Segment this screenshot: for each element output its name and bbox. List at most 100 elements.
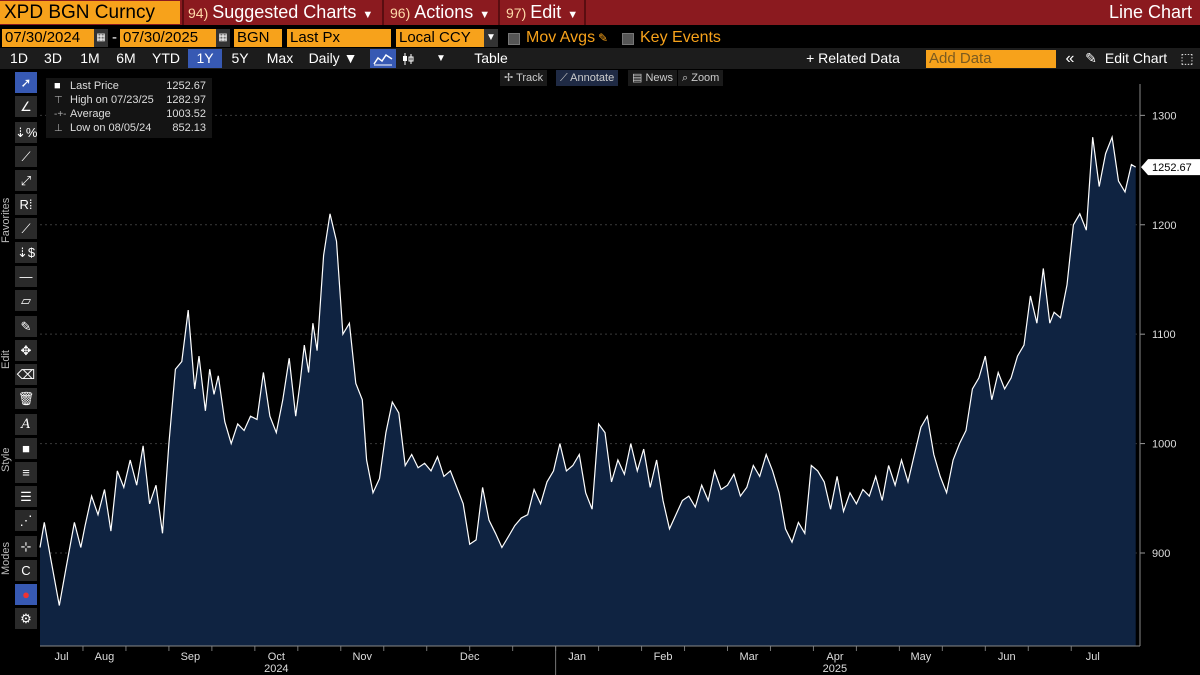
gear-icon[interactable]: ⚙ [15,608,37,629]
calendar-icon[interactable]: ▦ [94,29,108,47]
brush-icon[interactable]: ✎ [15,316,37,337]
x-tick-label: Feb [654,651,673,663]
color-swatch-icon[interactable]: ■ [15,438,37,459]
edit-chart-button[interactable]: Edit Chart [1104,50,1168,66]
chart-style-dropdown[interactable]: ▼ [436,53,446,64]
news-button[interactable]: ▤ News [628,70,677,86]
parallel-lines-icon[interactable]: ▱ [15,290,37,311]
last-value-tag [1141,159,1200,176]
calendar-icon[interactable]: ▦ [216,29,230,47]
range-button-3d[interactable]: 3D [44,50,62,66]
table-button[interactable]: Table [474,50,508,66]
pencil-icon[interactable]: ✎ [598,31,609,45]
annotate-button[interactable]: ⟋ Annotate [556,70,619,86]
chevron-down-icon[interactable]: ▼ [484,29,498,47]
currency-selector[interactable]: Local CCY ▼ [396,29,498,47]
x-tick-label: Dec [460,651,480,663]
add-data-input[interactable]: Add Data [926,50,1056,68]
legend-average-label: Average [70,108,111,120]
legend-low-label: Low on 08/05/24 [70,122,152,134]
text-tool-icon[interactable]: A [15,414,37,435]
low-marker-icon: ⊥ [54,123,63,134]
trendline-icon[interactable]: ⟋ [15,146,37,167]
end-date-value: 07/30/2025 [123,29,199,46]
year-label: 2024 [264,663,288,675]
menu-separator [382,0,384,25]
caret-down-icon: ▼ [567,9,579,21]
retracement-icon[interactable]: R⁞ [15,194,37,215]
line-weight-icon[interactable]: ≡ [15,462,37,483]
zoom-button[interactable]: ⌕ Zoom [678,70,724,86]
y-tick-label: 900 [1152,548,1170,560]
menu-separator [584,0,586,25]
high-marker-icon: ⊤ [54,95,63,106]
magnet-mode-icon[interactable]: C [15,560,37,581]
last-value-label: 1252.67 [1152,162,1192,174]
line-chart-icon[interactable] [370,49,396,68]
track-button[interactable]: ✢ Track [500,70,548,86]
source-field[interactable]: BGN [234,29,282,47]
x-tick-label: Mar [740,651,759,663]
end-date-field[interactable]: 07/30/2025 ▦ [120,29,230,47]
caret-down-icon: ▼ [362,9,374,21]
line-style-icon[interactable]: ☰ [15,486,37,507]
channel-icon[interactable]: ⤢ [15,170,37,191]
annotate-icon: ⟋ [560,72,571,84]
key-events-checkbox[interactable] [622,33,634,45]
legend-row-low: ⊥ Low on 08/05/24 852.13 [46,122,212,135]
settings-icon[interactable]: ⬚ [1180,50,1194,66]
y-tick-label: 1100 [1152,329,1176,341]
fib-tool-icon[interactable]: ⟋ [15,218,37,239]
menu-label: Actions [414,2,474,22]
color-mode-icon[interactable]: ● [15,584,37,605]
periodicity-dropdown[interactable]: Daily ▼ [308,50,358,66]
chart-axes: 900 1000 1100 1200 1300 Jul Aug Sep Oct Nov Dec Jan… [40,84,1200,675]
range-button-6m[interactable]: 6M [116,50,136,66]
range-button-1d[interactable]: 1D [10,50,28,66]
eraser-icon[interactable]: ⌫ [15,364,37,385]
caret-down-icon: ▼ [479,9,491,21]
title-bar [0,0,1200,25]
actions-menu[interactable]: 96) Actions ▼ [390,0,490,25]
crosshair-mode-icon[interactable]: ⊹ [15,536,37,557]
mov-avgs-checkbox[interactable] [508,33,520,45]
percent-tool-icon[interactable]: ⇣% [15,122,37,143]
mov-avgs-label: Mov Avgs [526,29,596,46]
dashed-line-icon[interactable]: ⋰ [15,510,37,531]
range-button-max[interactable]: Max [266,50,294,66]
menu-label: Suggested Charts [212,2,357,22]
track-icon: ✢ [504,72,517,84]
related-data-button[interactable]: + Related Data [806,50,900,66]
candlestick-icon[interactable] [398,49,418,68]
range-button-1m[interactable]: 1M [80,50,100,66]
date-separator: - [112,29,117,46]
menu-label: Edit [530,2,562,22]
pencil-icon[interactable]: ✎ [1085,50,1097,66]
range-button-ytd[interactable]: YTD [152,50,180,66]
collapse-icon[interactable]: « [1065,50,1075,67]
chart-marks [39,134,1137,646]
horizontal-line-icon[interactable]: — [15,266,37,287]
price-field-selector[interactable]: Last Px [287,29,391,47]
x-tick-label: Jul [1086,651,1100,663]
move-icon[interactable]: ✥ [15,340,37,361]
range-button-1y[interactable]: 1Y [188,49,222,68]
legend-row-last: ■ Last Price 1252.67 [46,80,212,93]
range-button-5y[interactable]: 5Y [231,50,249,66]
zoom-icon: ⌕ [682,72,692,84]
legend-average-value: 1003.52 [166,108,206,120]
trash-icon[interactable]: 🗑 [15,388,37,409]
y-tick-label: 1000 [1152,439,1176,451]
price-range-icon[interactable]: ⇣$ [15,242,37,263]
line-draw-icon[interactable]: ∠ [15,96,37,117]
suggested-charts-menu[interactable]: 94) Suggested Charts ▼ [188,0,373,25]
start-date-value: 07/30/2024 [5,29,81,46]
cursor-icon[interactable]: ➚ [15,72,37,93]
edit-menu[interactable]: 97) Edit ▼ [506,0,578,25]
security-ticker-field[interactable]: XPD BGN Curncy [0,1,180,24]
start-date-field[interactable]: 07/30/2024 ▦ [2,29,108,47]
legend-swatch-icon: ■ [54,80,61,92]
x-tick-label: Apr [826,651,843,663]
chart-legend: ■ Last Price 1252.67 ⊤ High on 07/23/25 … [46,78,212,138]
